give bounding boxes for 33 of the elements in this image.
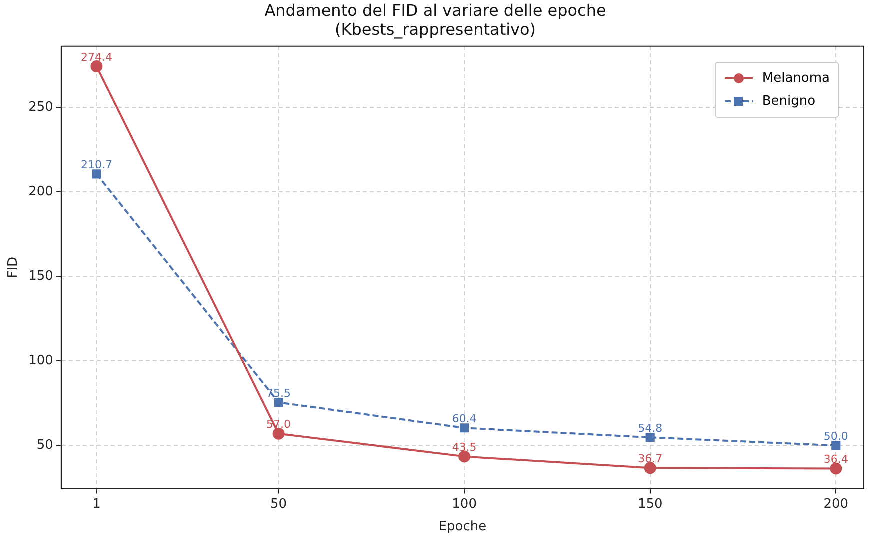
legend-label: Melanoma [762,71,830,86]
point [272,428,285,440]
y-tick-label: 150 [28,269,54,284]
x-tick-label: 50 [270,496,288,512]
data-label: 60.4 [452,412,477,426]
point [90,60,103,73]
point [458,450,471,463]
point [832,441,841,450]
data-label: 36.4 [824,453,848,466]
x-tick-label: 1 [92,496,101,512]
data-label: 43.5 [452,441,477,454]
y-tick-label: 50 [36,438,54,454]
x-tick-label: 150 [638,496,663,512]
data-label: 36.7 [638,452,663,466]
point [644,462,656,474]
point [460,424,470,433]
y-tick-label: 200 [28,184,54,200]
data-label: 210.7 [80,158,112,172]
data-label: 54.8 [638,422,663,435]
x-axis-title: Epoche [438,520,487,535]
y-axis-title: FID [6,256,22,278]
point [92,170,102,179]
data-label: 274.4 [80,50,112,64]
point [830,462,842,475]
legend-label: Benigno [762,94,816,109]
x-tick-label: 100 [452,496,477,512]
y-tick-label: 250 [28,100,54,116]
x-tick-label: 200 [824,496,849,512]
y-tick-label: 100 [28,354,54,369]
point [646,433,655,442]
point [274,398,284,408]
data-label: 50.0 [824,430,848,444]
chart-title: Andamento del FID al variare delle epoche (Kbests_rappresentativo) [264,0,606,39]
